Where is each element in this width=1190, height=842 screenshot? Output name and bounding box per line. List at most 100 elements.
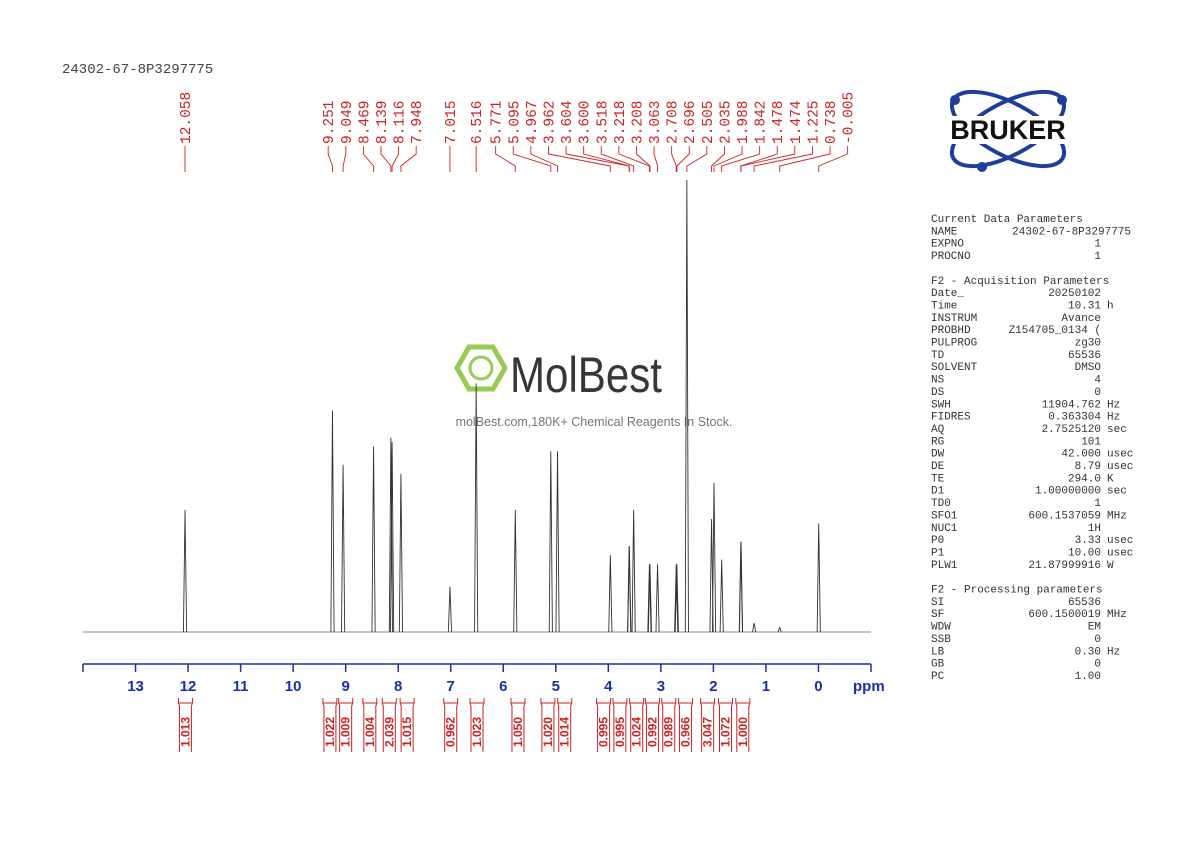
parameter-value: 3.33: [1075, 535, 1101, 547]
parameter-name: NUC1: [931, 523, 958, 535]
parameter-name: DS: [931, 387, 945, 399]
peak-label: 7.948: [410, 100, 426, 144]
parameter-unit: Hz: [1107, 399, 1120, 411]
integral-bracket: [661, 698, 677, 752]
x-tick-label: 5: [552, 678, 560, 695]
parameter-name: P0: [931, 535, 944, 547]
parameter-name: PLW1: [931, 560, 958, 572]
integral-bracket: [735, 698, 751, 752]
parameter-value: 10.00: [1068, 547, 1101, 559]
peak-label: 1.474: [789, 100, 805, 144]
parameter-value: 20250102: [1048, 288, 1101, 300]
peak: [627, 546, 632, 633]
watermark-tagline: molBest.com,180K+ Chemical Reagents In S…: [456, 415, 733, 429]
parameter-value: Avance: [1061, 313, 1101, 325]
x-axis-label: ppm: [853, 678, 885, 695]
x-tick-label: 10: [285, 678, 302, 695]
peak-label: 2.505: [701, 100, 717, 144]
peak-label: 12.058: [179, 92, 195, 144]
integral-label: 1.009: [339, 717, 353, 747]
parameter-value: zg30: [1075, 338, 1101, 350]
peak-label: 5.771: [490, 100, 506, 144]
peak: [752, 622, 757, 633]
peak: [647, 564, 652, 633]
peak-label: 3.063: [648, 100, 664, 144]
peak-label: 4.967: [525, 100, 541, 144]
peak-label-connector: [342, 146, 347, 172]
peak-label: 8.139: [375, 100, 391, 144]
parameter-value: 21.87999916: [1028, 560, 1101, 572]
parameter-name: SF: [931, 609, 944, 621]
integral-label: 0.995: [613, 717, 627, 747]
parameter-value: 1: [1094, 251, 1101, 263]
parameter-name: SWH: [931, 399, 951, 411]
parameter-name: AQ: [931, 424, 945, 436]
peak: [341, 464, 346, 633]
peak-label-connector: [512, 146, 552, 172]
peak: [555, 451, 560, 633]
logo-dot: [1057, 95, 1067, 105]
parameter-value: 0: [1094, 659, 1101, 671]
x-tick-label: 8: [394, 678, 402, 695]
parameter-value: 2.7525120: [1042, 424, 1101, 436]
sample-title: 24302-67-8P3297775: [62, 62, 213, 78]
peak: [719, 559, 724, 633]
parameter-name: FIDRES: [931, 412, 971, 424]
peak: [777, 626, 782, 633]
integral-bracket: [557, 698, 573, 752]
parameter-unit: MHz: [1107, 609, 1127, 621]
x-tick-label: 1: [762, 678, 770, 695]
parameter-value: 1: [1094, 498, 1101, 510]
parameter-unit: h: [1107, 300, 1114, 312]
peak-label: 2.696: [683, 100, 699, 144]
integral-bracket: [443, 698, 459, 752]
peak-label-connector: [713, 146, 743, 172]
peak: [548, 451, 553, 633]
x-tick-label: 4: [604, 678, 613, 695]
parameter-value: DMSO: [1075, 362, 1102, 374]
peak: [447, 586, 452, 633]
integral-bracket: [362, 698, 378, 752]
parameter-value: 0.363304: [1048, 412, 1101, 424]
integral-label: 0.992: [645, 717, 659, 747]
parameter-unit: usec: [1107, 461, 1133, 473]
integral-label: 1.013: [178, 717, 192, 747]
watermark-hexagon: [454, 344, 508, 392]
parameter-unit: sec: [1107, 486, 1127, 498]
peak-label-connector: [686, 146, 708, 172]
parameter-value: 8.79: [1075, 461, 1101, 473]
parameter-value: 294.0: [1068, 473, 1101, 485]
peak-label-connector: [636, 146, 651, 172]
peak-label: 8.116: [393, 100, 409, 144]
peak-label: 9.049: [340, 100, 356, 144]
parameter-name: WDW: [931, 622, 951, 634]
peak: [674, 564, 679, 633]
x-tick-label: 7: [447, 678, 455, 695]
parameter-value: Z154705_0134 (: [1009, 325, 1101, 337]
peak: [182, 509, 188, 633]
integral-label: 2.039: [382, 717, 396, 747]
integral-bracket: [381, 698, 397, 752]
peak-label: 3.604: [560, 100, 576, 144]
integral-label: 1.022: [323, 717, 337, 747]
parameter-value: 600.1500019: [1028, 609, 1101, 621]
peak-label: 3.600: [578, 100, 594, 144]
peak-label-connector: [583, 146, 630, 172]
peak: [631, 509, 636, 633]
parameter-name: SSB: [931, 634, 951, 646]
peak: [647, 564, 652, 633]
peak-label: 1.842: [754, 100, 770, 144]
x-tick-label: 0: [814, 678, 822, 695]
peak-label-connector: [380, 146, 392, 172]
x-tick-label: 9: [341, 678, 349, 695]
integral-bracket: [678, 698, 694, 752]
peak-label: 3.218: [613, 100, 629, 144]
integral-label: 3.047: [701, 717, 715, 747]
peak: [330, 410, 335, 633]
parameter-name: PC: [931, 671, 945, 683]
parameter-name: NAME: [931, 226, 958, 238]
parameter-unit: usec: [1107, 535, 1133, 547]
x-tick-label: 12: [180, 678, 197, 695]
peak-label-connector: [753, 146, 813, 172]
parameter-value: 1: [1094, 239, 1101, 251]
